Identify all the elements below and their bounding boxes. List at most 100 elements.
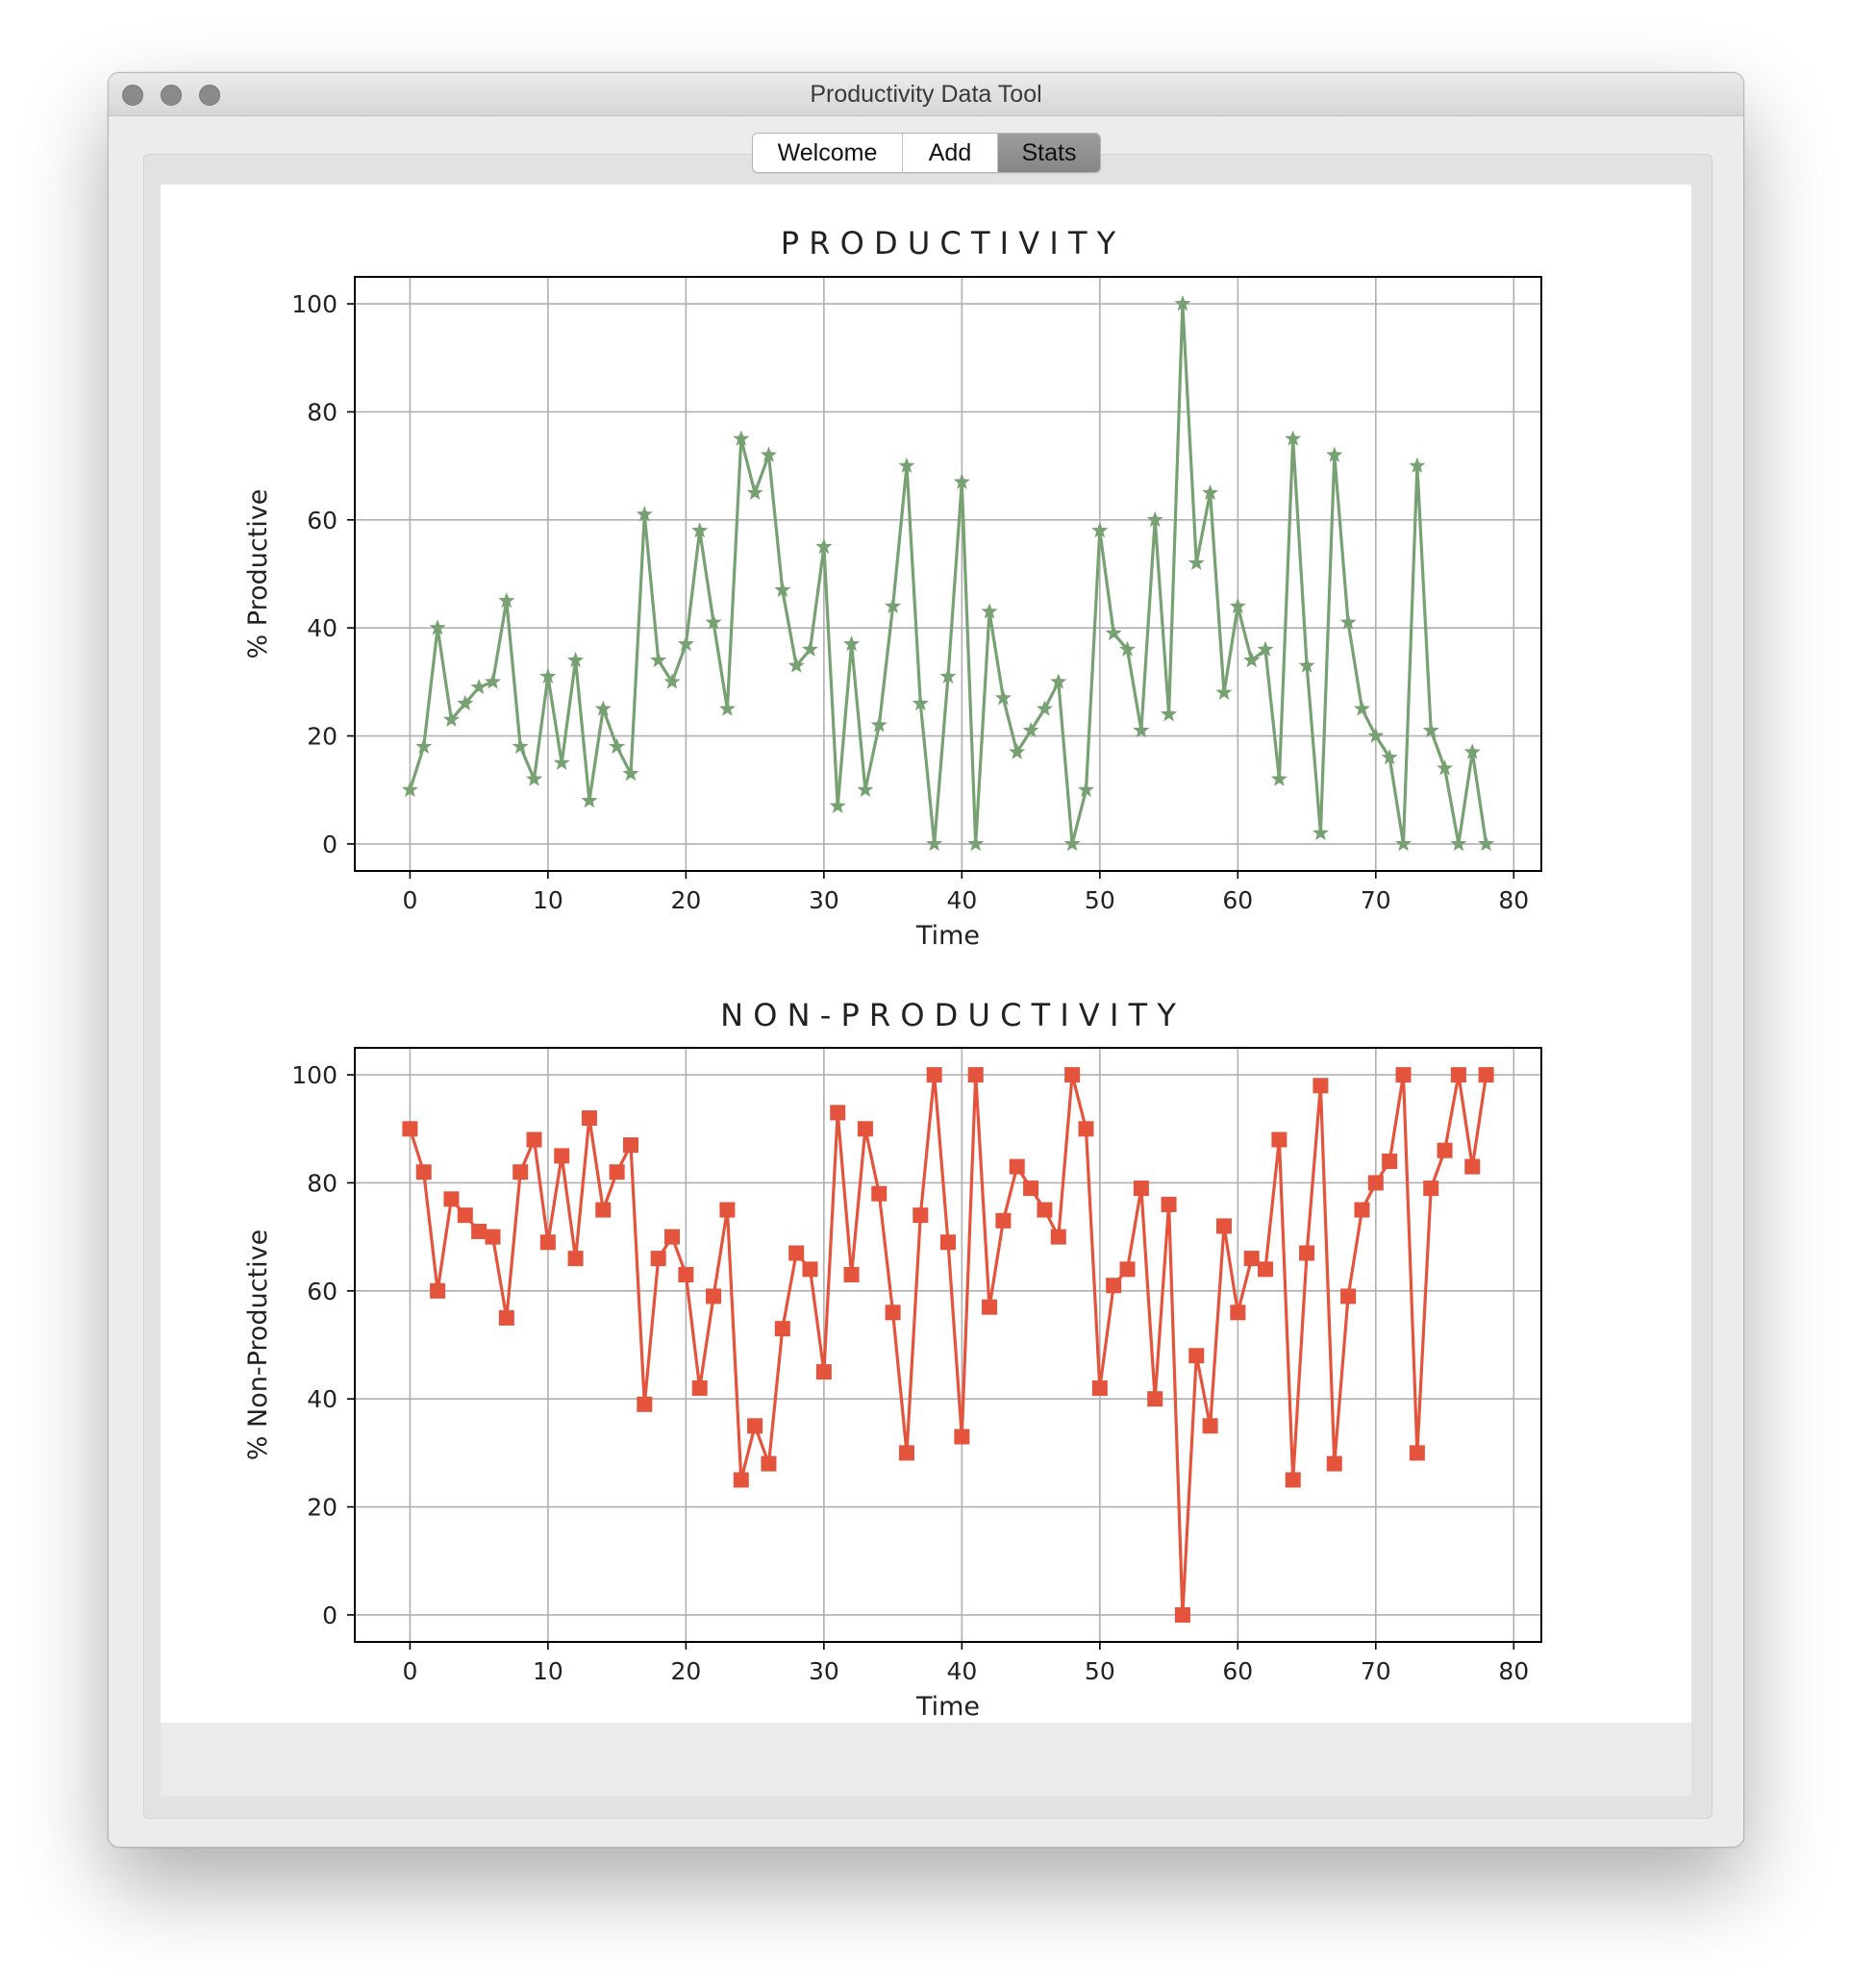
y-tick-label: 80 [307,1169,338,1197]
chart-productivity: 0 10 20 30 40 50 60 70 80 0 20 40 60 80 100 P R O D U C… [243,225,1542,951]
y-axis-label: % Non-Productive [243,1230,273,1460]
data-point [1409,1445,1425,1461]
y-axis-label: % Productive [243,489,273,659]
data-point [1050,1229,1066,1245]
data-point [485,1229,501,1245]
data-point [1326,1455,1342,1472]
data-point [733,430,750,446]
data-point [939,667,957,683]
tab-add[interactable]: Add [903,134,998,172]
data-point [1063,834,1081,852]
data-point [1340,1288,1357,1305]
x-tick-label: 30 [809,1657,839,1685]
data-point [1353,700,1370,716]
data-point [664,1229,681,1245]
data-point [650,651,667,668]
data-point [788,1245,805,1261]
data-point [1146,510,1163,528]
data-point [1437,1142,1453,1158]
chart-title: P R O D U C T I V I T Y [781,225,1116,261]
x-axis-label: Time [915,1692,980,1722]
x-tick-label: 10 [533,1657,563,1685]
data-point [1367,727,1385,743]
y-tick-label: 0 [322,831,338,858]
data-point [1298,657,1315,673]
data-point [443,1191,460,1207]
data-point [898,457,915,473]
data-point [1395,834,1412,852]
data-point [857,781,874,797]
data-point [1463,743,1481,759]
data-point [1050,673,1067,689]
data-point [1037,1202,1053,1218]
data-point [457,1207,473,1224]
data-point [1326,446,1343,462]
minimize-window-button[interactable] [161,85,182,106]
series-line [408,1073,1488,1617]
data-point [857,1121,873,1137]
data-point [581,1110,597,1127]
close-window-button[interactable] [122,85,143,106]
data-point [1464,1158,1481,1175]
series-line [408,302,1488,846]
data-point [954,1429,970,1445]
data-point [926,1067,942,1083]
tab-stats[interactable]: Stats [998,134,1100,172]
data-point [1119,640,1137,657]
data-point [1299,1245,1315,1261]
tab-bar: Welcome Add Stats [752,133,1101,173]
data-point [498,592,515,609]
data-point [1161,706,1178,722]
data-point [967,1067,984,1083]
data-point [1367,1175,1384,1191]
title-bar[interactable]: Productivity Data Tool [109,73,1743,116]
data-point [554,1148,570,1164]
data-point [1133,1180,1149,1197]
data-point [415,737,433,755]
data-point [1091,1379,1108,1396]
data-point [733,1472,749,1488]
y-tick-label: 100 [291,1061,338,1089]
data-point [457,694,474,711]
x-tick-label: 60 [1222,1657,1253,1685]
data-point [747,1418,763,1434]
data-point [746,484,763,500]
data-point [995,1212,1012,1229]
data-point [553,754,570,770]
data-point [829,797,846,813]
data-point [774,1321,790,1337]
x-tick-label: 0 [402,886,417,914]
data-point [843,1266,860,1282]
data-point [871,1185,888,1202]
data-point [774,581,791,598]
data-point [1077,781,1094,797]
data-point [1257,640,1274,657]
data-point [1188,554,1205,570]
data-point [1437,759,1454,776]
data-point [1409,457,1426,473]
tab-welcome[interactable]: Welcome [753,134,903,172]
data-point [1270,770,1288,786]
data-point [677,635,694,652]
data-point [967,834,985,852]
data-point [1215,683,1233,700]
data-point [1078,1121,1094,1137]
data-point [926,834,943,852]
data-point [761,1455,777,1472]
data-point [1312,1078,1329,1094]
data-point [1119,1261,1136,1278]
data-point [885,597,902,613]
data-point [1423,1180,1439,1197]
x-tick-label: 80 [1498,1657,1529,1685]
data-point [830,1105,846,1121]
data-point [1174,295,1191,311]
data-point [1382,1153,1398,1169]
data-point [1422,721,1439,738]
data-point [1478,834,1495,852]
plot-frame [354,1047,1542,1643]
data-point [512,737,529,755]
zoom-window-button[interactable] [199,85,220,106]
data-point [1271,1131,1288,1148]
app-window: Productivity Data Tool 0 10 20 30 40 50 60 70 80… [108,72,1744,1848]
data-point [470,679,488,695]
